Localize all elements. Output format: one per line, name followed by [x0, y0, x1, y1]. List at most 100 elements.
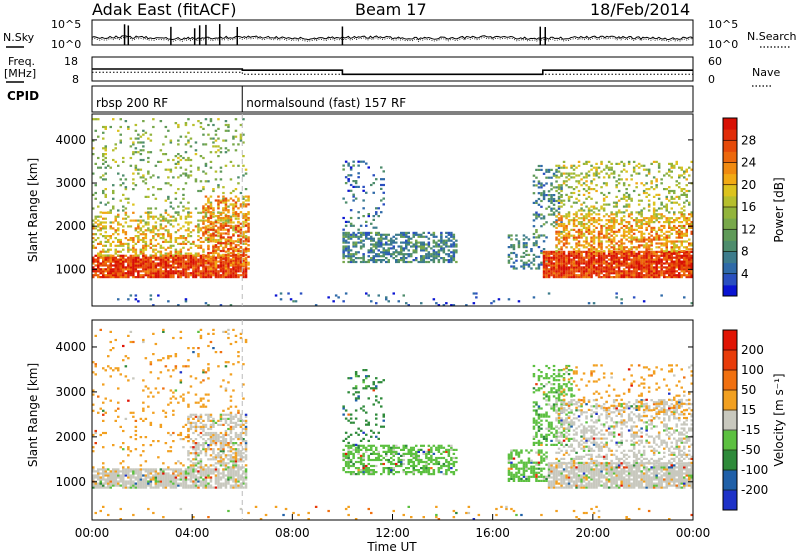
scatter-cell [207, 211, 210, 214]
scatter-cell [587, 242, 591, 245]
scatter-cell [189, 264, 193, 267]
scatter-cell [139, 274, 143, 277]
scatter-cell [192, 260, 195, 263]
scatter-cell [552, 225, 556, 228]
scatter-cell [587, 228, 591, 231]
scatter-cell [580, 250, 583, 253]
scatter-cell [117, 260, 120, 263]
scatter-cell [189, 254, 193, 257]
scatter-cell [232, 199, 235, 202]
scatter-cell [442, 249, 446, 252]
scatter-cell [124, 260, 128, 263]
scatter-cell [380, 237, 383, 240]
scatter-cell [392, 235, 395, 238]
scatter-cell [452, 235, 456, 238]
scatter-cell [600, 270, 603, 273]
scatter-cell [204, 228, 208, 231]
scatter-cell [582, 256, 586, 259]
scatter-cell [567, 258, 571, 261]
scatter-cell [540, 213, 543, 216]
scatter-cell [655, 219, 658, 222]
scatter-cell [617, 272, 621, 275]
scatter-cell [94, 270, 97, 273]
scatter-cell [152, 174, 155, 177]
scatter-cell [342, 239, 345, 242]
scatter-cell [112, 480, 115, 483]
scatter-cell [452, 304, 456, 307]
scatter-cell [122, 156, 125, 160]
scatter-cell [650, 230, 653, 233]
scatter-cell [550, 262, 553, 265]
scatter-cell [129, 480, 133, 483]
scatter-cell [647, 199, 651, 202]
scatter-cell [627, 222, 631, 226]
scatter-cell [668, 236, 671, 239]
scatter-cell [627, 213, 631, 216]
scatter-cell [357, 176, 360, 179]
scatter-cell [207, 486, 210, 489]
scatter-cell [362, 215, 365, 218]
scatter-cell [232, 266, 235, 269]
scatter-cell [617, 162, 621, 165]
scatter-cell [397, 259, 400, 262]
scatter-cell [377, 231, 380, 234]
scatter-cell [555, 272, 558, 275]
scatter-cell [242, 155, 245, 158]
scatter-cell [562, 258, 566, 261]
scatter-cell [159, 274, 163, 277]
scatter-cell [650, 244, 653, 247]
scatter-cell [512, 261, 516, 264]
scatter-cell [212, 213, 215, 216]
scatter-cell [109, 227, 112, 230]
scatter-cell [239, 270, 243, 273]
scatter-cell [187, 262, 190, 265]
scatter-cell [234, 195, 238, 198]
scatter-cell [663, 232, 666, 235]
scatter-cell [615, 262, 618, 265]
scatter-cell [402, 235, 405, 238]
scatter-cell [192, 266, 195, 269]
scatter-cell [139, 468, 143, 471]
scatter-cell [119, 476, 122, 479]
scatter-cell [542, 234, 546, 237]
scatter-cell [184, 215, 188, 218]
scatter-cell [119, 268, 122, 271]
scatter-cell [632, 246, 636, 249]
scatter-cell [565, 213, 568, 216]
colorbar-tick-label: 12 [741, 222, 756, 236]
scatter-cell [354, 251, 358, 254]
scatter-cell [612, 170, 616, 173]
scatter-cell [635, 258, 638, 261]
scatter-cell [365, 231, 368, 234]
scatter-cell [194, 207, 198, 210]
scatter-cell [214, 267, 218, 270]
scatter-cell [367, 251, 370, 254]
scatter-cell [117, 227, 120, 230]
scatter-cell [622, 250, 626, 253]
scatter-cell [134, 147, 138, 150]
scatter-cell [537, 267, 541, 270]
scatter-cell [587, 170, 591, 173]
scatter-cell [139, 135, 143, 138]
scatter-cell [159, 233, 163, 236]
scatter-cell [615, 272, 618, 275]
scatter-cell [445, 253, 448, 256]
scatter-cell [152, 268, 155, 271]
scatter-cell [192, 264, 195, 267]
scatter-cell [537, 263, 541, 266]
scatter-cell [184, 478, 188, 481]
scatter-cell [152, 250, 155, 253]
scatter-cell [234, 258, 238, 261]
scatter-cell [577, 228, 581, 231]
scatter-cell [164, 276, 168, 279]
scatter-cell [675, 184, 678, 187]
scatter-cell [385, 233, 388, 236]
scatter-cell [189, 474, 193, 477]
scatter-cell [132, 266, 135, 269]
scatter-cell [159, 480, 163, 483]
scatter-cell [690, 213, 693, 216]
scatter-cell [380, 211, 383, 214]
scatter-cell [550, 250, 553, 253]
scatter-cell [219, 238, 223, 241]
scatter-cell [209, 222, 213, 225]
